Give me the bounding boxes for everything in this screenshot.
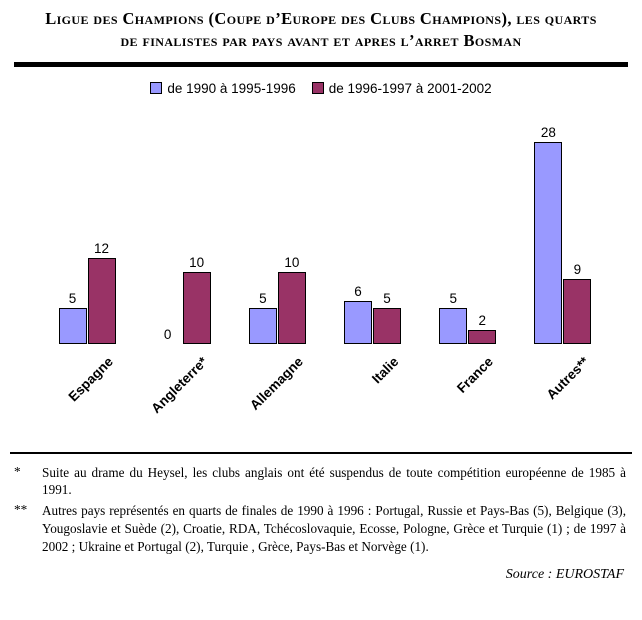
footnote-marker: * bbox=[14, 463, 21, 479]
legend-item: de 1990 à 1995-1996 bbox=[150, 80, 296, 96]
bar bbox=[534, 141, 563, 344]
bar-wrap: 12 bbox=[87, 241, 116, 344]
bar-value-label: 2 bbox=[478, 312, 486, 328]
bar-wrap: 9 bbox=[563, 262, 592, 344]
bar-value-label: 5 bbox=[68, 290, 77, 306]
bar bbox=[439, 307, 468, 344]
bar bbox=[277, 271, 306, 344]
bar-chart: 5 12 Espagne 0 10 Angleterre* 5 10 Allemagne 6 5 It… bbox=[0, 96, 642, 450]
bar bbox=[468, 329, 497, 344]
category-label-area: Italie bbox=[344, 344, 402, 450]
legend-label: de 1996-1997 à 2001-2002 bbox=[328, 80, 492, 96]
bar-value-label: 5 bbox=[259, 290, 267, 306]
category-label: Autres** bbox=[543, 353, 592, 402]
footnote-marker: ** bbox=[14, 502, 28, 518]
bar-pair: 5 12 bbox=[58, 112, 116, 344]
page-title: Ligue des Champions (Coupe d’Europe des … bbox=[45, 9, 597, 51]
bar-value-label: 10 bbox=[189, 254, 205, 270]
footnote-text: Suite au drame du Heysel, les clubs angl… bbox=[42, 464, 626, 498]
category-label: France bbox=[454, 353, 497, 396]
bar-value-label: 28 bbox=[540, 124, 556, 140]
bar-value-label: 12 bbox=[93, 240, 110, 256]
bar-pair: 5 10 bbox=[248, 112, 306, 344]
category-label-area: Espagne bbox=[58, 344, 116, 450]
bar-group: 5 10 Allemagne bbox=[247, 112, 306, 450]
bar bbox=[182, 271, 211, 344]
bar bbox=[87, 257, 116, 344]
bar bbox=[58, 307, 87, 344]
footnote-divider bbox=[10, 451, 632, 454]
bar-group: 0 10 Angleterre* bbox=[149, 112, 211, 450]
bar-group: 28 9 Autres** bbox=[534, 112, 592, 450]
bar bbox=[563, 278, 592, 344]
title-divider bbox=[14, 61, 628, 67]
category-label: Allemagne bbox=[247, 353, 306, 413]
bar-wrap: 2 bbox=[468, 313, 497, 344]
bar-group: 5 2 France bbox=[439, 112, 497, 450]
category-label: Italie bbox=[368, 353, 402, 386]
footnotes: * Suite au drame du Heysel, les clubs an… bbox=[0, 464, 642, 556]
bar-pair: 28 9 bbox=[534, 112, 592, 344]
footnote-heysel: * Suite au drame du Heysel, les clubs an… bbox=[14, 464, 626, 500]
bar-wrap: 6 bbox=[344, 284, 373, 344]
bar-value-label: 5 bbox=[383, 290, 391, 306]
category-label: Angleterre* bbox=[148, 353, 211, 416]
bar bbox=[373, 307, 402, 344]
bar bbox=[344, 300, 373, 344]
bar-group: 5 12 Espagne bbox=[58, 112, 116, 450]
bar-group: 6 5 Italie bbox=[344, 112, 402, 450]
bar-value-label: 0 bbox=[163, 326, 172, 342]
category-label-area: Autres** bbox=[534, 344, 592, 450]
footnote-text: Autres pays représentés en quarts de fin… bbox=[42, 503, 626, 554]
bar-wrap: 5 bbox=[58, 291, 87, 344]
footnote-autres: ** Autres pays représentés en quarts de … bbox=[14, 502, 626, 555]
bar-value-label: 10 bbox=[284, 254, 300, 270]
bar-value-label: 5 bbox=[449, 290, 457, 306]
bar-value-label: 6 bbox=[354, 283, 362, 299]
chart-legend: de 1990 à 1995-1996 de 1996-1997 à 2001-2… bbox=[0, 81, 642, 96]
category-label: Espagne bbox=[65, 353, 116, 404]
bar bbox=[248, 307, 277, 344]
legend-item: de 1996-1997 à 2001-2002 bbox=[311, 80, 492, 96]
bar-wrap: 28 bbox=[534, 125, 563, 344]
legend-swatch bbox=[311, 82, 324, 95]
bar-wrap: 5 bbox=[373, 291, 402, 344]
bar-value-label: 9 bbox=[573, 261, 582, 277]
bar-wrap: 5 bbox=[439, 291, 468, 344]
bar-wrap: 5 bbox=[248, 291, 277, 344]
category-label-area: France bbox=[439, 344, 497, 450]
legend-swatch bbox=[150, 82, 163, 95]
category-label-area: Angleterre* bbox=[149, 344, 211, 450]
bar-wrap: 10 bbox=[182, 255, 211, 344]
bar-wrap: 0 bbox=[153, 327, 182, 344]
legend-label: de 1990 à 1995-1996 bbox=[167, 80, 296, 96]
source-credit: Source : EUROSTAF bbox=[505, 566, 624, 582]
category-label-area: Allemagne bbox=[247, 344, 306, 450]
bar-wrap: 10 bbox=[277, 255, 306, 344]
bar-pair: 0 10 bbox=[153, 112, 211, 344]
